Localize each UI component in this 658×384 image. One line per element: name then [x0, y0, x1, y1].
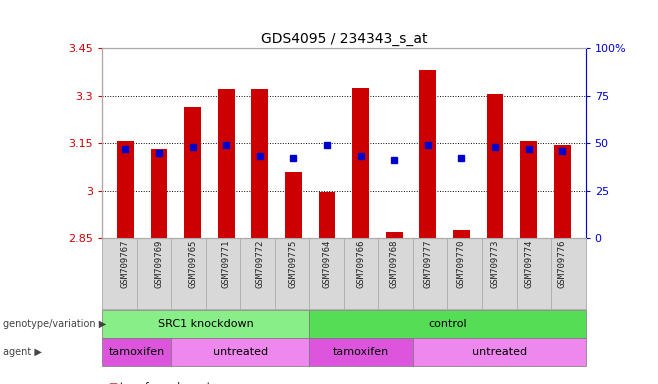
Text: tamoxifen: tamoxifen	[333, 347, 389, 357]
Bar	[318, 192, 336, 238]
Bar	[386, 232, 403, 238]
Text: transformed count: transformed count	[120, 382, 211, 384]
Bar	[218, 89, 235, 238]
Bar	[554, 145, 570, 238]
Text: SRC1 knockdown: SRC1 knockdown	[158, 319, 253, 329]
Bar	[453, 230, 470, 238]
Text: genotype/variation ▶: genotype/variation ▶	[3, 319, 107, 329]
Bar	[352, 88, 369, 238]
Text: ■: ■	[109, 382, 118, 384]
Bar	[419, 70, 436, 238]
Text: untreated: untreated	[213, 347, 268, 357]
Title: GDS4095 / 234343_s_at: GDS4095 / 234343_s_at	[261, 31, 427, 46]
Text: untreated: untreated	[472, 347, 527, 357]
Text: tamoxifen: tamoxifen	[109, 347, 164, 357]
Text: agent ▶: agent ▶	[3, 347, 42, 357]
Text: control: control	[428, 319, 467, 329]
Bar	[520, 141, 537, 238]
Bar	[117, 141, 134, 238]
Bar	[285, 172, 302, 238]
Bar	[486, 94, 503, 238]
Bar	[251, 89, 268, 238]
Bar	[184, 107, 201, 238]
Bar	[151, 149, 168, 238]
